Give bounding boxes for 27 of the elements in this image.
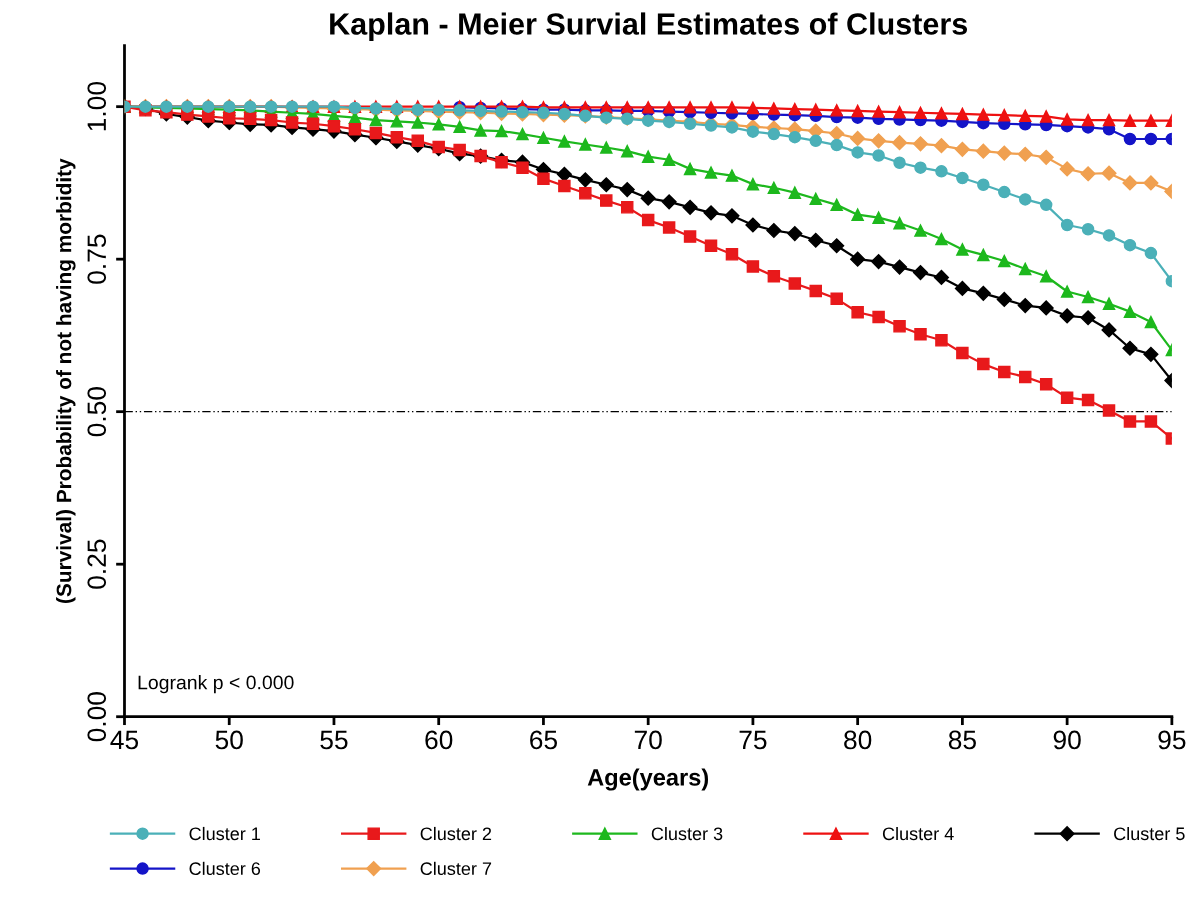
- x-tick-label: 45: [110, 730, 139, 750]
- legend-label: Cluster 1: [189, 826, 260, 841]
- y-tick-label: 0.25: [87, 539, 107, 589]
- x-tick-label: 65: [530, 730, 558, 750]
- x-tick-label: 60: [425, 730, 453, 750]
- chart-title: Kaplan - Meier Survial Estimates of Clusters: [330, 12, 968, 41]
- y-tick-label: 1.00: [87, 82, 107, 131]
- legend-label: Cluster 7: [420, 861, 492, 876]
- legend-label: Cluster 3: [651, 826, 723, 841]
- legend-label: Cluster 6: [189, 861, 261, 876]
- x-tick-label: 75: [739, 730, 767, 750]
- legend-label: Cluster 2: [420, 826, 492, 841]
- x-tick-label: 70: [634, 730, 662, 750]
- x-tick-label: 90: [1053, 730, 1081, 750]
- y-tick-label: 0.75: [87, 234, 107, 284]
- x-tick-label: 85: [948, 730, 976, 750]
- x-tick-label: 95: [1158, 730, 1186, 750]
- y-tick-label: 0.50: [87, 387, 107, 437]
- x-tick-label: 80: [844, 730, 872, 750]
- y-tick-label: 0.00: [87, 692, 107, 742]
- y-axis-title: (Survival) Probability of not having morbidity: [56, 158, 76, 603]
- legend-label: Cluster 5: [1114, 826, 1185, 841]
- x-tick-label: 50: [215, 730, 243, 750]
- legend-label: Cluster 4: [882, 826, 954, 841]
- annotation: Logrank p < 0.000: [138, 675, 294, 694]
- x-tick-label: 55: [320, 730, 348, 750]
- x-axis-title: Age(years): [587, 768, 709, 791]
